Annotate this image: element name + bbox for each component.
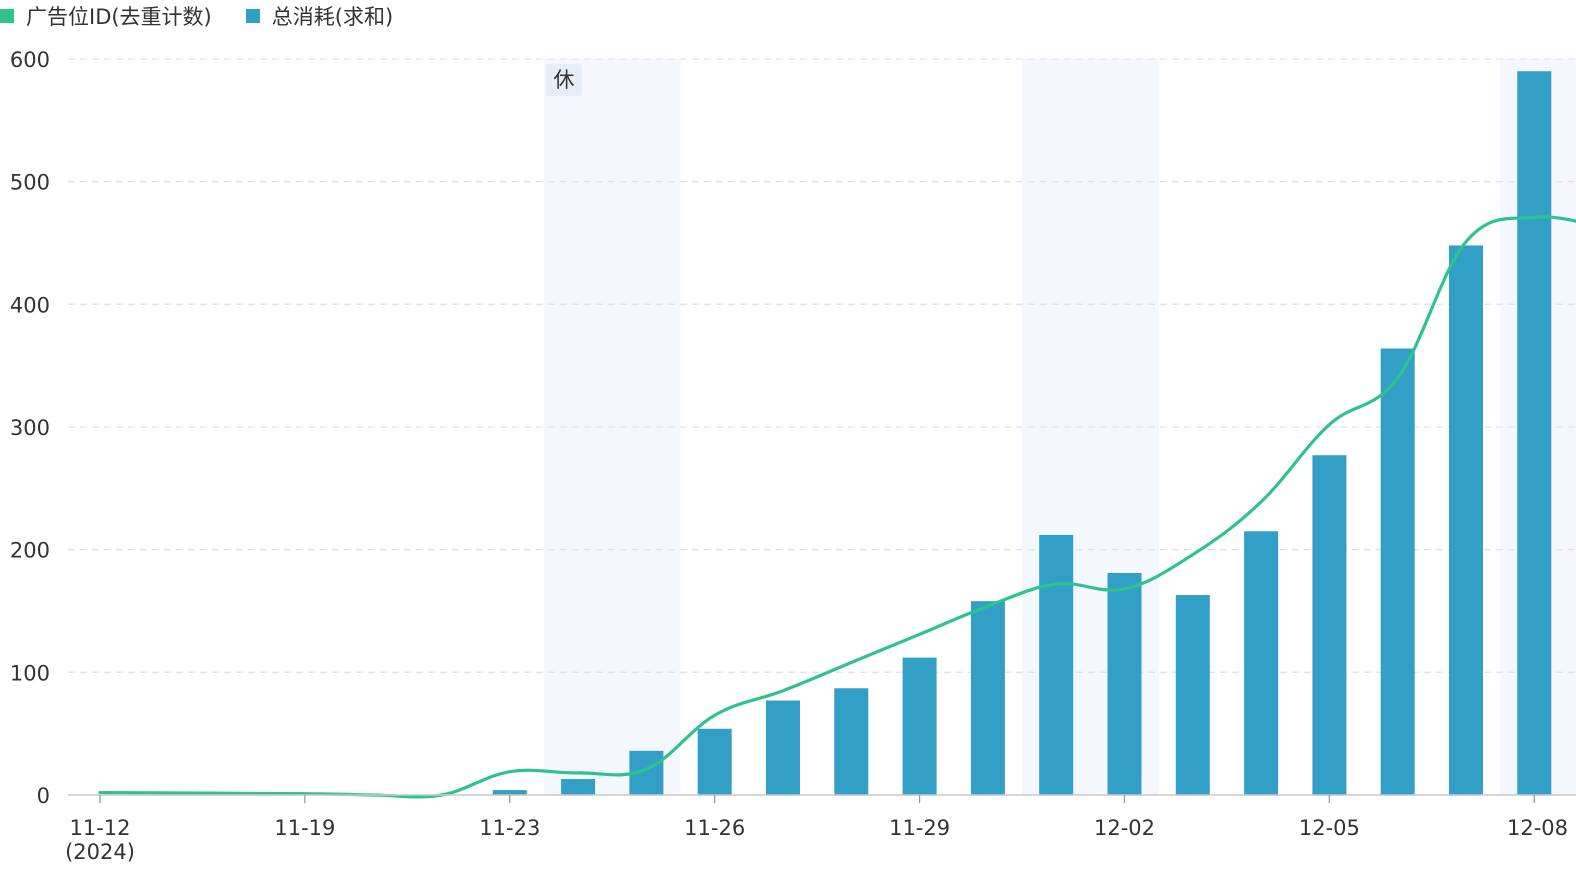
bar-11-26: [766, 700, 800, 795]
bar-12-04: [1312, 455, 1347, 795]
legend-label-line: 广告位ID(去重计数): [26, 5, 212, 29]
bar-12-06: [1449, 245, 1483, 795]
legend-item-line[interactable]: 广告位ID(去重计数): [0, 1, 212, 31]
legend-swatch-line: [0, 9, 14, 23]
bar-12-07: [1517, 71, 1552, 796]
bar-11-27: [834, 688, 869, 795]
x-tick-label-1: 11-12 (2024): [65, 816, 135, 864]
x-tick-label-2: 11-19: [274, 816, 335, 840]
bar-12-02: [1175, 595, 1210, 795]
bar-11-23: [561, 779, 596, 795]
bar-11-22: [492, 790, 527, 795]
legend-item-bar[interactable]: 总消耗(求和): [245, 1, 394, 31]
bar-11-28: [902, 657, 937, 795]
chart-legend: 广告位ID(去重计数) 总消耗(求和): [0, 0, 393, 32]
bar-series: [492, 71, 1552, 796]
y-tick-label-200: 200: [10, 539, 50, 563]
bar-12-01: [1107, 572, 1142, 795]
y-tick-label-400: 400: [10, 293, 50, 317]
bar-11-25: [697, 728, 732, 795]
bar-12-03: [1244, 531, 1279, 795]
x-tick-label-7: 12-05: [1299, 816, 1360, 840]
y-gridlines: [68, 58, 1576, 673]
y-tick-label-0: 0: [37, 784, 50, 808]
x-tick-label-4: 11-26: [684, 816, 745, 840]
holiday-tag-label: 休: [553, 68, 574, 92]
holiday-tag-box: [545, 64, 582, 96]
bar-11-30: [1039, 534, 1074, 795]
bar-12-05: [1380, 348, 1415, 795]
y-tick-label-100: 100: [10, 661, 50, 685]
legend-swatch-bar: [245, 9, 260, 23]
x-tick-label-3: 11-23: [479, 816, 540, 840]
bar-11-29: [970, 601, 1005, 795]
x-axis-ticks: 11-12 (2024) 11-19 11-23 11-26 11-29 12-02 12-0…: [65, 795, 1568, 864]
x-tick-label-8: 12-08: [1507, 816, 1568, 840]
x-tick-label-5: 11-29: [889, 816, 950, 840]
y-tick-label-300: 300: [10, 416, 50, 440]
y-axis-ticks: 0 100 200 300 400 500 600: [10, 48, 50, 808]
y-tick-label-500: 500: [10, 171, 50, 195]
legend-label-bar: 总消耗(求和): [271, 5, 394, 29]
x-tick-label-6: 12-02: [1094, 816, 1155, 840]
holiday-marker: 休: [545, 64, 582, 96]
y-tick-label-600: 600: [10, 48, 50, 72]
